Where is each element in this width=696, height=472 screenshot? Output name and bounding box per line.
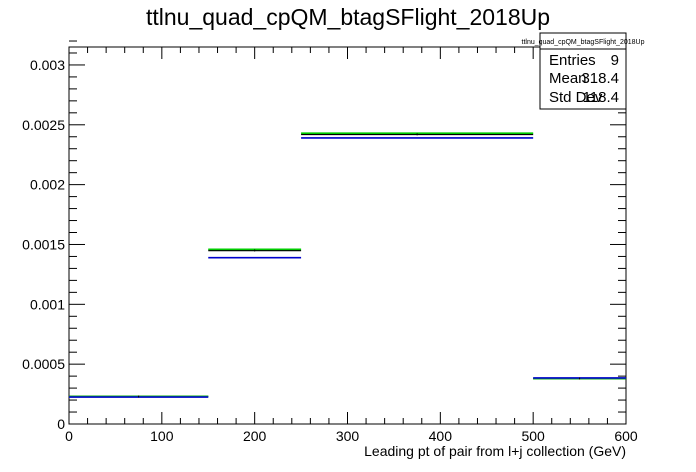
- y-axis: 0 0.0005 0.001 0.0015 0.002 0.0025 0.003: [22, 40, 626, 432]
- stats-box-frame: [539, 32, 627, 110]
- x-axis-title: Leading pt of pair from l+j collection (…: [364, 443, 626, 459]
- x-tick-label: 400: [429, 428, 453, 444]
- histogram-series: [69, 132, 626, 398]
- y-tick-label: 0.0005: [22, 356, 65, 372]
- stats-mean-value: 318.4: [581, 70, 619, 87]
- x-tick-label: 300: [336, 428, 360, 444]
- y-tick-label: 0.003: [30, 57, 65, 73]
- x-tick-label: 100: [150, 428, 174, 444]
- y-tick-label: 0.002: [30, 177, 65, 193]
- x-tick-label: 600: [614, 428, 638, 444]
- x-tick-label: 200: [243, 428, 267, 444]
- stats-stddev-value: 118.4: [583, 89, 619, 106]
- stats-mean-label: Mean: [549, 70, 587, 87]
- stats-stddev-label: Std Dev: [549, 89, 603, 106]
- stats-box: ttlnu_quad_cpQM_btagSFlight_2018Up Entri…: [522, 32, 645, 110]
- x-tick-label: 0: [65, 428, 73, 444]
- y-tick-label: 0: [57, 416, 65, 432]
- stats-entries-label: Entries: [549, 52, 596, 69]
- y-tick-label: 0.0025: [22, 117, 65, 133]
- stats-entries-value: 9: [611, 52, 619, 69]
- y-tick-label: 0.0015: [22, 236, 65, 252]
- stats-box-name: ttlnu_quad_cpQM_btagSFlight_2018Up: [522, 39, 645, 46]
- chart-title: ttlnu_quad_cpQM_btagSFlight_2018Up: [146, 4, 550, 30]
- y-tick-label: 0.001: [30, 296, 65, 312]
- x-tick-label: 500: [521, 428, 545, 444]
